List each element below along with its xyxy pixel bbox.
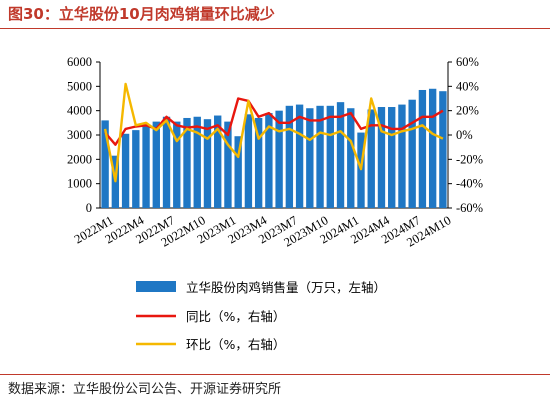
bar — [265, 113, 273, 208]
bar — [439, 91, 447, 208]
bar — [316, 105, 324, 208]
bar — [234, 136, 242, 208]
left-tick-label: 4000 — [67, 104, 92, 118]
bar — [193, 116, 201, 208]
chart: 0 1000 2000 3000 4000 5000 6000 -60% -40% -20% 0% 2… — [67, 55, 483, 352]
left-tick-label: 6000 — [67, 55, 92, 69]
legend-label: 同比（%，右轴） — [186, 309, 285, 324]
legend: 立华股份肉鸡销售量（万只，左轴） 同比（%，右轴） 环比（%，右轴） — [136, 280, 386, 352]
left-tick-label: 3000 — [67, 128, 92, 142]
mom-line — [103, 82, 444, 183]
right-tick-label: 0% — [456, 128, 473, 142]
bar — [295, 104, 304, 208]
bar — [132, 130, 140, 208]
left-tick-label: 5000 — [67, 79, 92, 93]
left-tick-label: 1000 — [67, 177, 92, 191]
bar — [398, 104, 406, 208]
bar — [101, 120, 109, 208]
legend-label: 立华股份肉鸡销售量（万只，左轴） — [186, 280, 386, 295]
line-series — [103, 82, 444, 183]
figure-title: 图30：立华股份10月肉鸡销量环比减少 — [8, 5, 275, 23]
bar — [336, 102, 345, 208]
bar — [285, 105, 294, 208]
bar — [428, 88, 437, 208]
yoy-line — [104, 97, 444, 146]
bar-series — [101, 88, 447, 208]
bar — [214, 115, 222, 208]
bar — [306, 108, 314, 208]
left-tick-label: 0 — [86, 201, 92, 215]
bar — [244, 114, 253, 208]
chart-axes: 0 1000 2000 3000 4000 5000 6000 -60% -40% -20% 0% 2… — [67, 55, 483, 215]
legend-label: 环比（%，右轴） — [186, 337, 285, 352]
bar — [388, 107, 396, 208]
bar — [173, 121, 181, 208]
source-divider — [0, 374, 550, 375]
x-tick-labels: 2022M12022M42022M72022M102023M12023M4202… — [72, 213, 453, 250]
bar — [367, 109, 375, 208]
bar — [275, 110, 283, 208]
bar — [162, 116, 171, 208]
source-note: 数据来源：立华股份公司公告、开源证券研究所 — [8, 382, 282, 397]
bar — [121, 133, 130, 208]
bar — [224, 121, 232, 208]
right-tick-label: -40% — [456, 177, 483, 191]
bar — [142, 126, 150, 208]
bar — [408, 99, 416, 208]
bar — [183, 117, 191, 208]
bar — [377, 107, 386, 208]
bar — [254, 117, 263, 208]
bar — [152, 121, 160, 208]
bar — [418, 89, 427, 208]
right-tick-label: -60% — [456, 201, 483, 215]
bar — [326, 105, 334, 208]
right-tick-label: 40% — [456, 79, 479, 93]
right-tick-label: -20% — [456, 152, 483, 166]
bar — [203, 119, 212, 208]
bar — [347, 108, 355, 208]
legend-swatch-bar — [136, 281, 176, 292]
right-tick-label: 20% — [456, 104, 479, 118]
title-divider — [0, 28, 550, 29]
left-tick-label: 2000 — [67, 152, 92, 166]
right-tick-label: 60% — [456, 55, 479, 69]
